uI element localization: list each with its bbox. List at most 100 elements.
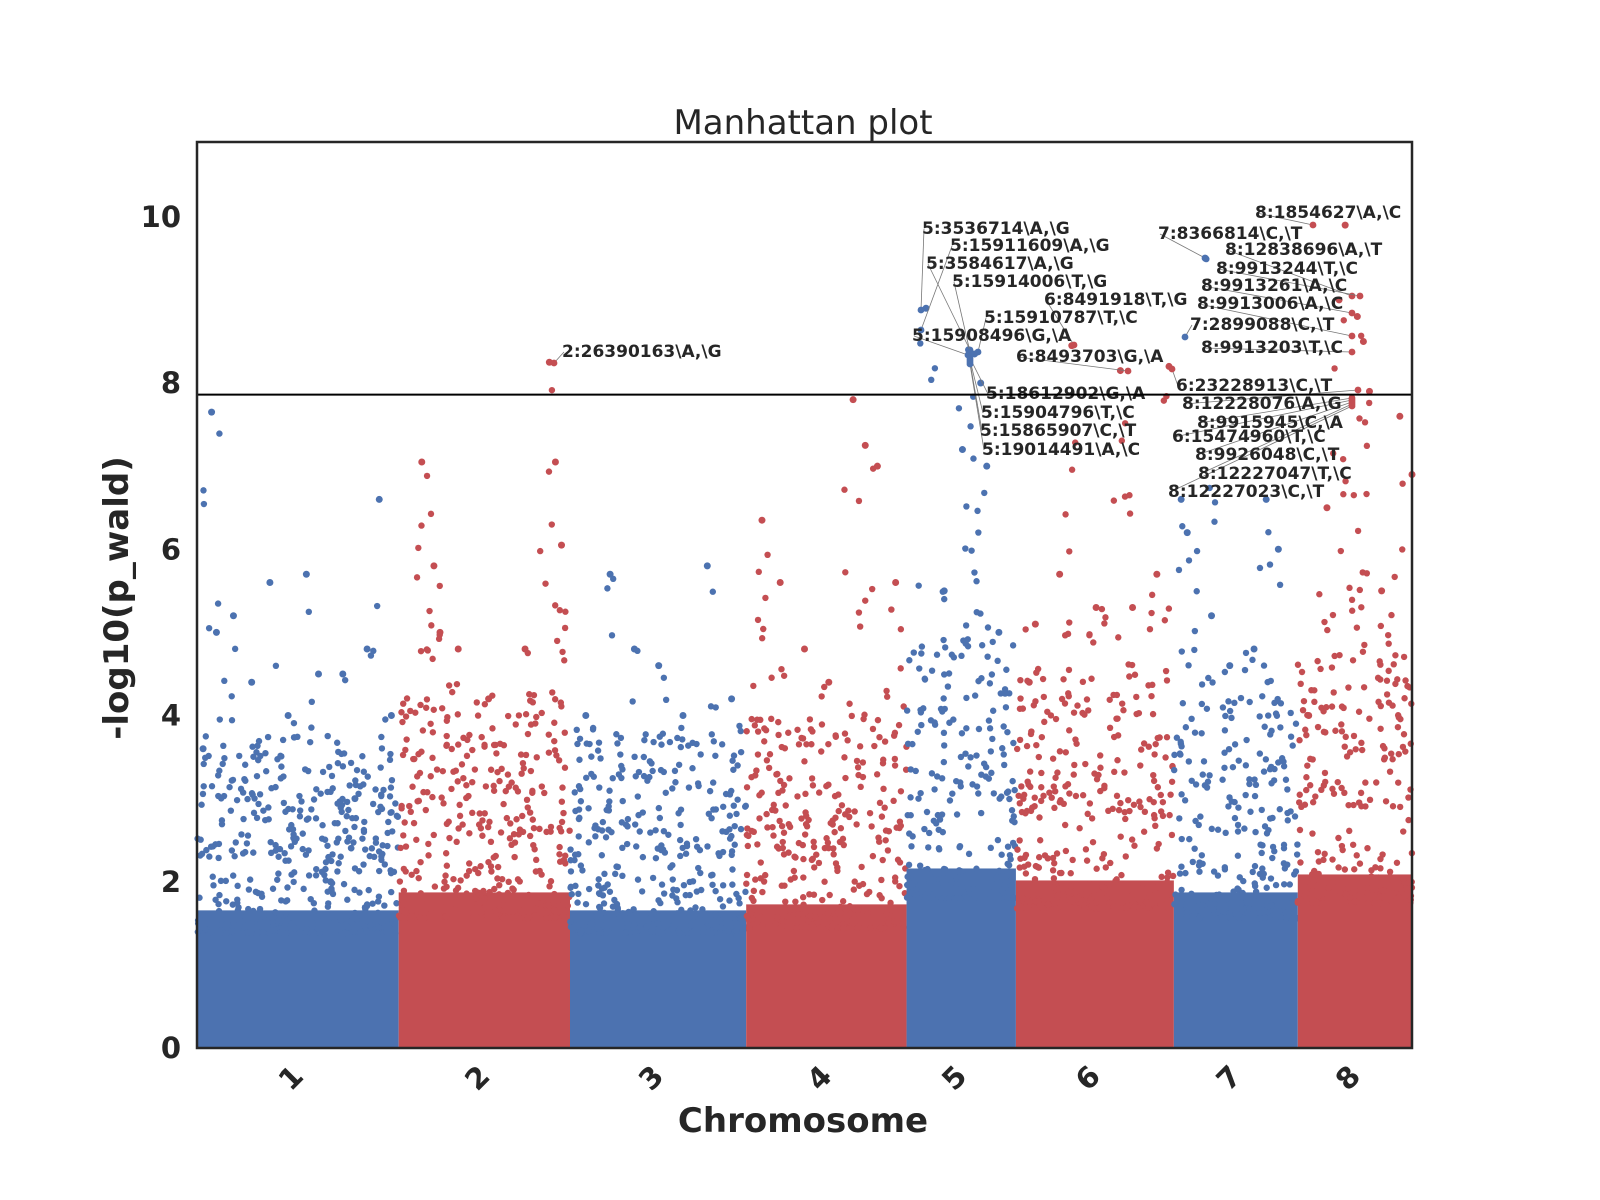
snp-point (837, 909, 844, 917)
snp-point (1276, 908, 1283, 915)
snp-point (207, 843, 215, 850)
snp-point (689, 765, 696, 772)
snp-point (660, 890, 668, 897)
snp-point (687, 907, 694, 914)
snp-point (519, 812, 526, 820)
snp-point (778, 882, 785, 889)
peak-snp-point (551, 458, 559, 466)
snp-point (1340, 704, 1347, 712)
snp-point (1315, 892, 1322, 900)
snp-point (831, 915, 839, 922)
snp-point (351, 823, 358, 831)
peak-snp-point (861, 441, 869, 449)
snp-point (374, 898, 382, 905)
snp-point (1195, 821, 1202, 829)
snp-point (1234, 852, 1242, 859)
snp-point (1211, 499, 1219, 506)
snp-point (1276, 581, 1284, 589)
snp-point (1341, 789, 1348, 797)
snp-point (1081, 711, 1088, 718)
snp-point (379, 850, 386, 858)
snp-point (458, 761, 466, 768)
snp-point (777, 777, 784, 785)
snp-point (815, 789, 823, 796)
snp-point (1283, 914, 1290, 922)
snp-point (1176, 870, 1184, 877)
snp-point (685, 913, 693, 921)
snp-point (387, 888, 395, 896)
snp-point (551, 696, 559, 703)
snp-point (472, 865, 479, 873)
snp-point (949, 790, 956, 797)
snp-point (1022, 626, 1029, 633)
snp-point (1003, 894, 1011, 901)
snp-point (1088, 902, 1095, 910)
snp-point (861, 711, 868, 718)
snp-point (1008, 883, 1016, 890)
snp-point (379, 842, 386, 849)
snp-annotation-label: 8:9915945\C,\A (1197, 413, 1344, 433)
snp-point (1258, 806, 1265, 814)
snp-point (375, 867, 383, 875)
snp-point (802, 809, 809, 816)
snp-point (1346, 749, 1354, 756)
snp-point (481, 701, 489, 708)
snp-point (1013, 745, 1021, 753)
snp-point (862, 597, 869, 604)
snp-point (989, 707, 997, 714)
snp-point (1095, 771, 1102, 779)
snp-point (1287, 808, 1294, 815)
y-tick-label: 2 (161, 865, 181, 899)
snp-point (883, 687, 890, 695)
snp-point (427, 720, 434, 727)
annotated-snp-point (1356, 292, 1364, 300)
snp-point (425, 852, 432, 859)
snp-point (671, 922, 678, 930)
snp-point (476, 810, 483, 817)
snp-point (1405, 816, 1412, 824)
snp-point (1191, 729, 1199, 736)
snp-point (279, 736, 287, 744)
snp-point (809, 855, 816, 862)
peak-snp-point (1056, 570, 1064, 578)
snp-point (1039, 675, 1047, 683)
snp-point (1105, 807, 1112, 815)
snp-point (1006, 851, 1014, 859)
snp-point (1149, 710, 1157, 718)
snp-point (821, 683, 828, 691)
snp-point (1380, 756, 1388, 763)
x-tick-label: 6 (1069, 1059, 1107, 1097)
snp-point (1137, 803, 1144, 811)
snp-point (1017, 855, 1024, 862)
snp-point (778, 822, 786, 830)
snp-point (210, 882, 217, 889)
snp-point (1018, 904, 1025, 912)
snp-point (805, 918, 812, 925)
snp-point (1058, 695, 1066, 703)
snp-point (417, 890, 424, 897)
snp-point (324, 842, 331, 849)
snp-point (1249, 868, 1256, 876)
snp-point (962, 545, 969, 552)
snp-point (1141, 808, 1149, 816)
snp-point (1185, 758, 1193, 765)
snp-point (201, 925, 209, 933)
snp-point (975, 790, 982, 797)
snp-point (1303, 731, 1310, 739)
snp-point (1068, 466, 1076, 473)
snp-point (477, 863, 484, 870)
snp-point (1054, 769, 1061, 776)
snp-point (1145, 901, 1153, 908)
snp-point (726, 897, 733, 904)
snp-point (770, 801, 777, 809)
snp-point (743, 728, 750, 735)
snp-point (1188, 715, 1195, 723)
snp-point (482, 783, 490, 790)
snp-point (708, 930, 715, 937)
snp-point (1235, 911, 1242, 918)
snp-point (552, 914, 559, 921)
snp-point (765, 764, 773, 772)
snp-point (619, 872, 626, 880)
annotation-leader-line (1202, 347, 1353, 353)
snp-point (573, 726, 580, 734)
